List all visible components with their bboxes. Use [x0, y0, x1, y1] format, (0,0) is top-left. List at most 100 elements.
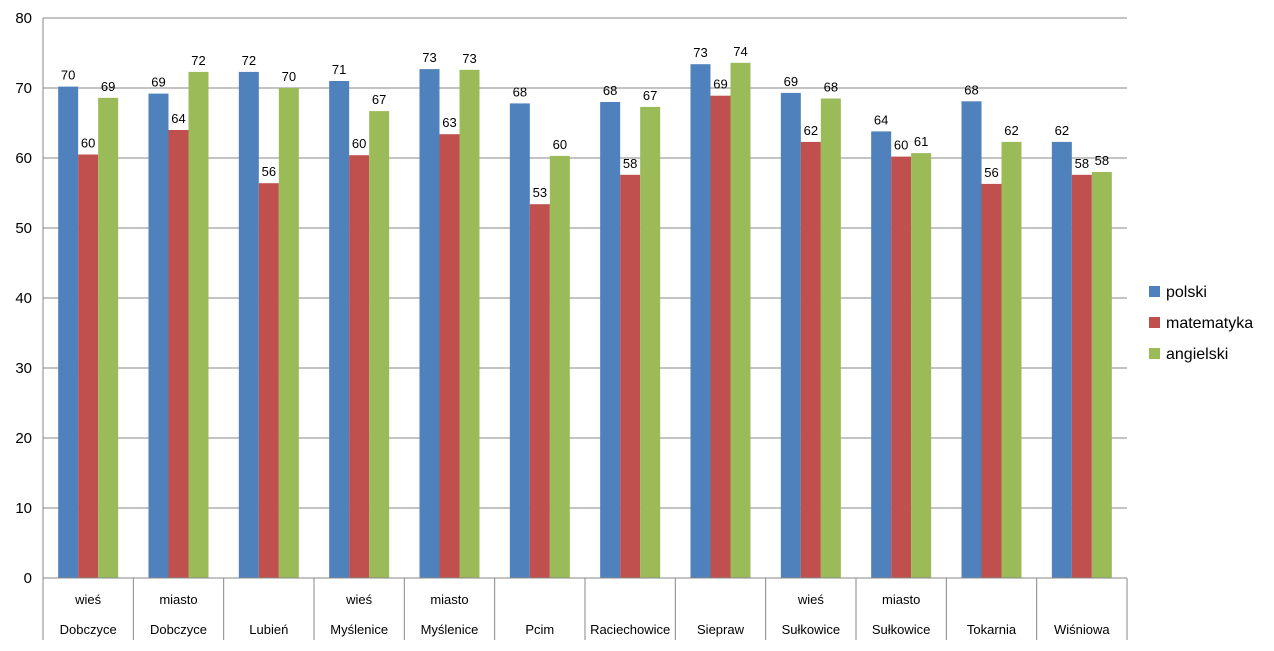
x-category-label: wieś — [797, 592, 825, 607]
bar-polski — [780, 92, 801, 579]
data-label: 60 — [894, 138, 908, 153]
y-tick-label: 60 — [15, 150, 32, 167]
data-label: 64 — [874, 112, 888, 127]
y-tick-label: 0 — [24, 570, 32, 587]
bars-layer — [58, 62, 1112, 579]
data-label: 68 — [513, 84, 527, 99]
bar-matematyka — [1071, 174, 1092, 579]
y-tick-label: 50 — [15, 220, 32, 237]
data-label: 62 — [1055, 123, 1069, 138]
x-category-label: Sułkowice — [782, 622, 841, 637]
y-tick-label: 30 — [15, 360, 32, 377]
data-label: 74 — [733, 44, 747, 59]
legend-swatch-polski — [1149, 286, 1160, 297]
data-label: 67 — [643, 88, 657, 103]
bar-matematyka — [258, 183, 279, 578]
x-category-label: Pcim — [525, 622, 554, 637]
x-category-label: Dobczyce — [60, 622, 117, 637]
data-label: 56 — [262, 164, 276, 179]
y-tick-label: 20 — [15, 430, 32, 447]
x-category-label: Siepraw — [697, 622, 745, 637]
data-label: 64 — [171, 111, 185, 126]
data-label: 69 — [151, 75, 165, 90]
data-label: 60 — [81, 136, 95, 151]
bar-angielski — [278, 88, 299, 578]
legend-label: polski — [1166, 284, 1207, 301]
data-label: 58 — [1095, 153, 1109, 168]
x-category-label: Dobczyce — [150, 622, 207, 637]
data-label: 60 — [352, 136, 366, 151]
x-category-label: wieś — [345, 592, 373, 607]
bar-angielski — [911, 153, 932, 578]
bar-polski — [1051, 141, 1072, 578]
y-tick-label: 40 — [15, 290, 32, 307]
bar-polski — [509, 103, 530, 579]
bar-angielski — [549, 155, 570, 578]
bar-angielski — [640, 106, 661, 579]
y-tick-label: 10 — [15, 500, 32, 517]
bar-matematyka — [981, 183, 1002, 578]
data-label: 58 — [1075, 156, 1089, 171]
bar-polski — [871, 131, 892, 578]
bar-matematyka — [891, 156, 912, 578]
x-category-label: wieś — [74, 592, 102, 607]
legend-label: angielski — [1166, 346, 1228, 363]
data-label: 70 — [61, 68, 75, 83]
legend: polski matematyka angielski — [1149, 284, 1253, 363]
x-category-label: Sułkowice — [872, 622, 931, 637]
bar-matematyka — [78, 154, 99, 578]
data-label: 58 — [623, 156, 637, 171]
bar-polski — [690, 64, 711, 578]
x-category-label: Tokarnia — [967, 622, 1017, 637]
bar-angielski — [820, 98, 841, 578]
bar-matematyka — [168, 130, 189, 578]
data-label: 71 — [332, 62, 346, 77]
legend-label: matematyka — [1166, 315, 1253, 332]
x-category-label: miasto — [430, 592, 468, 607]
bar-matematyka — [529, 204, 550, 578]
bar-matematyka — [710, 95, 731, 578]
data-label: 72 — [191, 53, 205, 68]
y-tick-label: 70 — [15, 80, 32, 97]
legend-swatch-matematyka — [1149, 317, 1160, 328]
data-label: 73 — [693, 45, 707, 60]
data-label: 53 — [533, 185, 547, 200]
x-category-label: Myślenice — [421, 622, 479, 637]
bar-matematyka — [800, 141, 821, 578]
bar-angielski — [1001, 141, 1022, 578]
bar-polski — [148, 93, 169, 578]
data-label: 60 — [553, 137, 567, 152]
bar-angielski — [1091, 172, 1112, 578]
x-category-label: Lubień — [249, 622, 288, 637]
bar-polski — [419, 69, 440, 578]
data-label: 56 — [984, 165, 998, 180]
bar-angielski — [369, 111, 390, 578]
data-label: 69 — [101, 79, 115, 94]
grid-layer — [43, 17, 1127, 509]
bar-polski — [58, 86, 79, 578]
x-category-label: miasto — [159, 592, 197, 607]
data-label: 67 — [372, 92, 386, 107]
data-label: 73 — [462, 51, 476, 66]
bar-angielski — [188, 71, 209, 579]
x-category-label: Myślenice — [330, 622, 388, 637]
axis-layer: 0 10 20 30 40 50 60 70 80 wieś Dobczyce miasto Dobcz… — [15, 10, 1128, 640]
data-label: 69 — [784, 74, 798, 89]
data-label: 63 — [442, 115, 456, 130]
data-label: 70 — [282, 69, 296, 84]
bar-polski — [961, 101, 982, 579]
bar-polski — [238, 71, 259, 579]
x-category-label: miasto — [882, 592, 920, 607]
y-tick-label: 80 — [15, 10, 32, 27]
bar-matematyka — [349, 155, 370, 578]
data-label: 62 — [804, 123, 818, 138]
bar-angielski — [98, 97, 119, 579]
data-label: 68 — [964, 82, 978, 97]
data-label: 72 — [242, 53, 256, 68]
x-category-label: Raciechowice — [590, 622, 670, 637]
x-category-label: Wiśniowa — [1054, 622, 1110, 637]
data-label: 62 — [1004, 123, 1018, 138]
bar-polski — [600, 102, 621, 578]
bar-angielski — [730, 62, 751, 579]
